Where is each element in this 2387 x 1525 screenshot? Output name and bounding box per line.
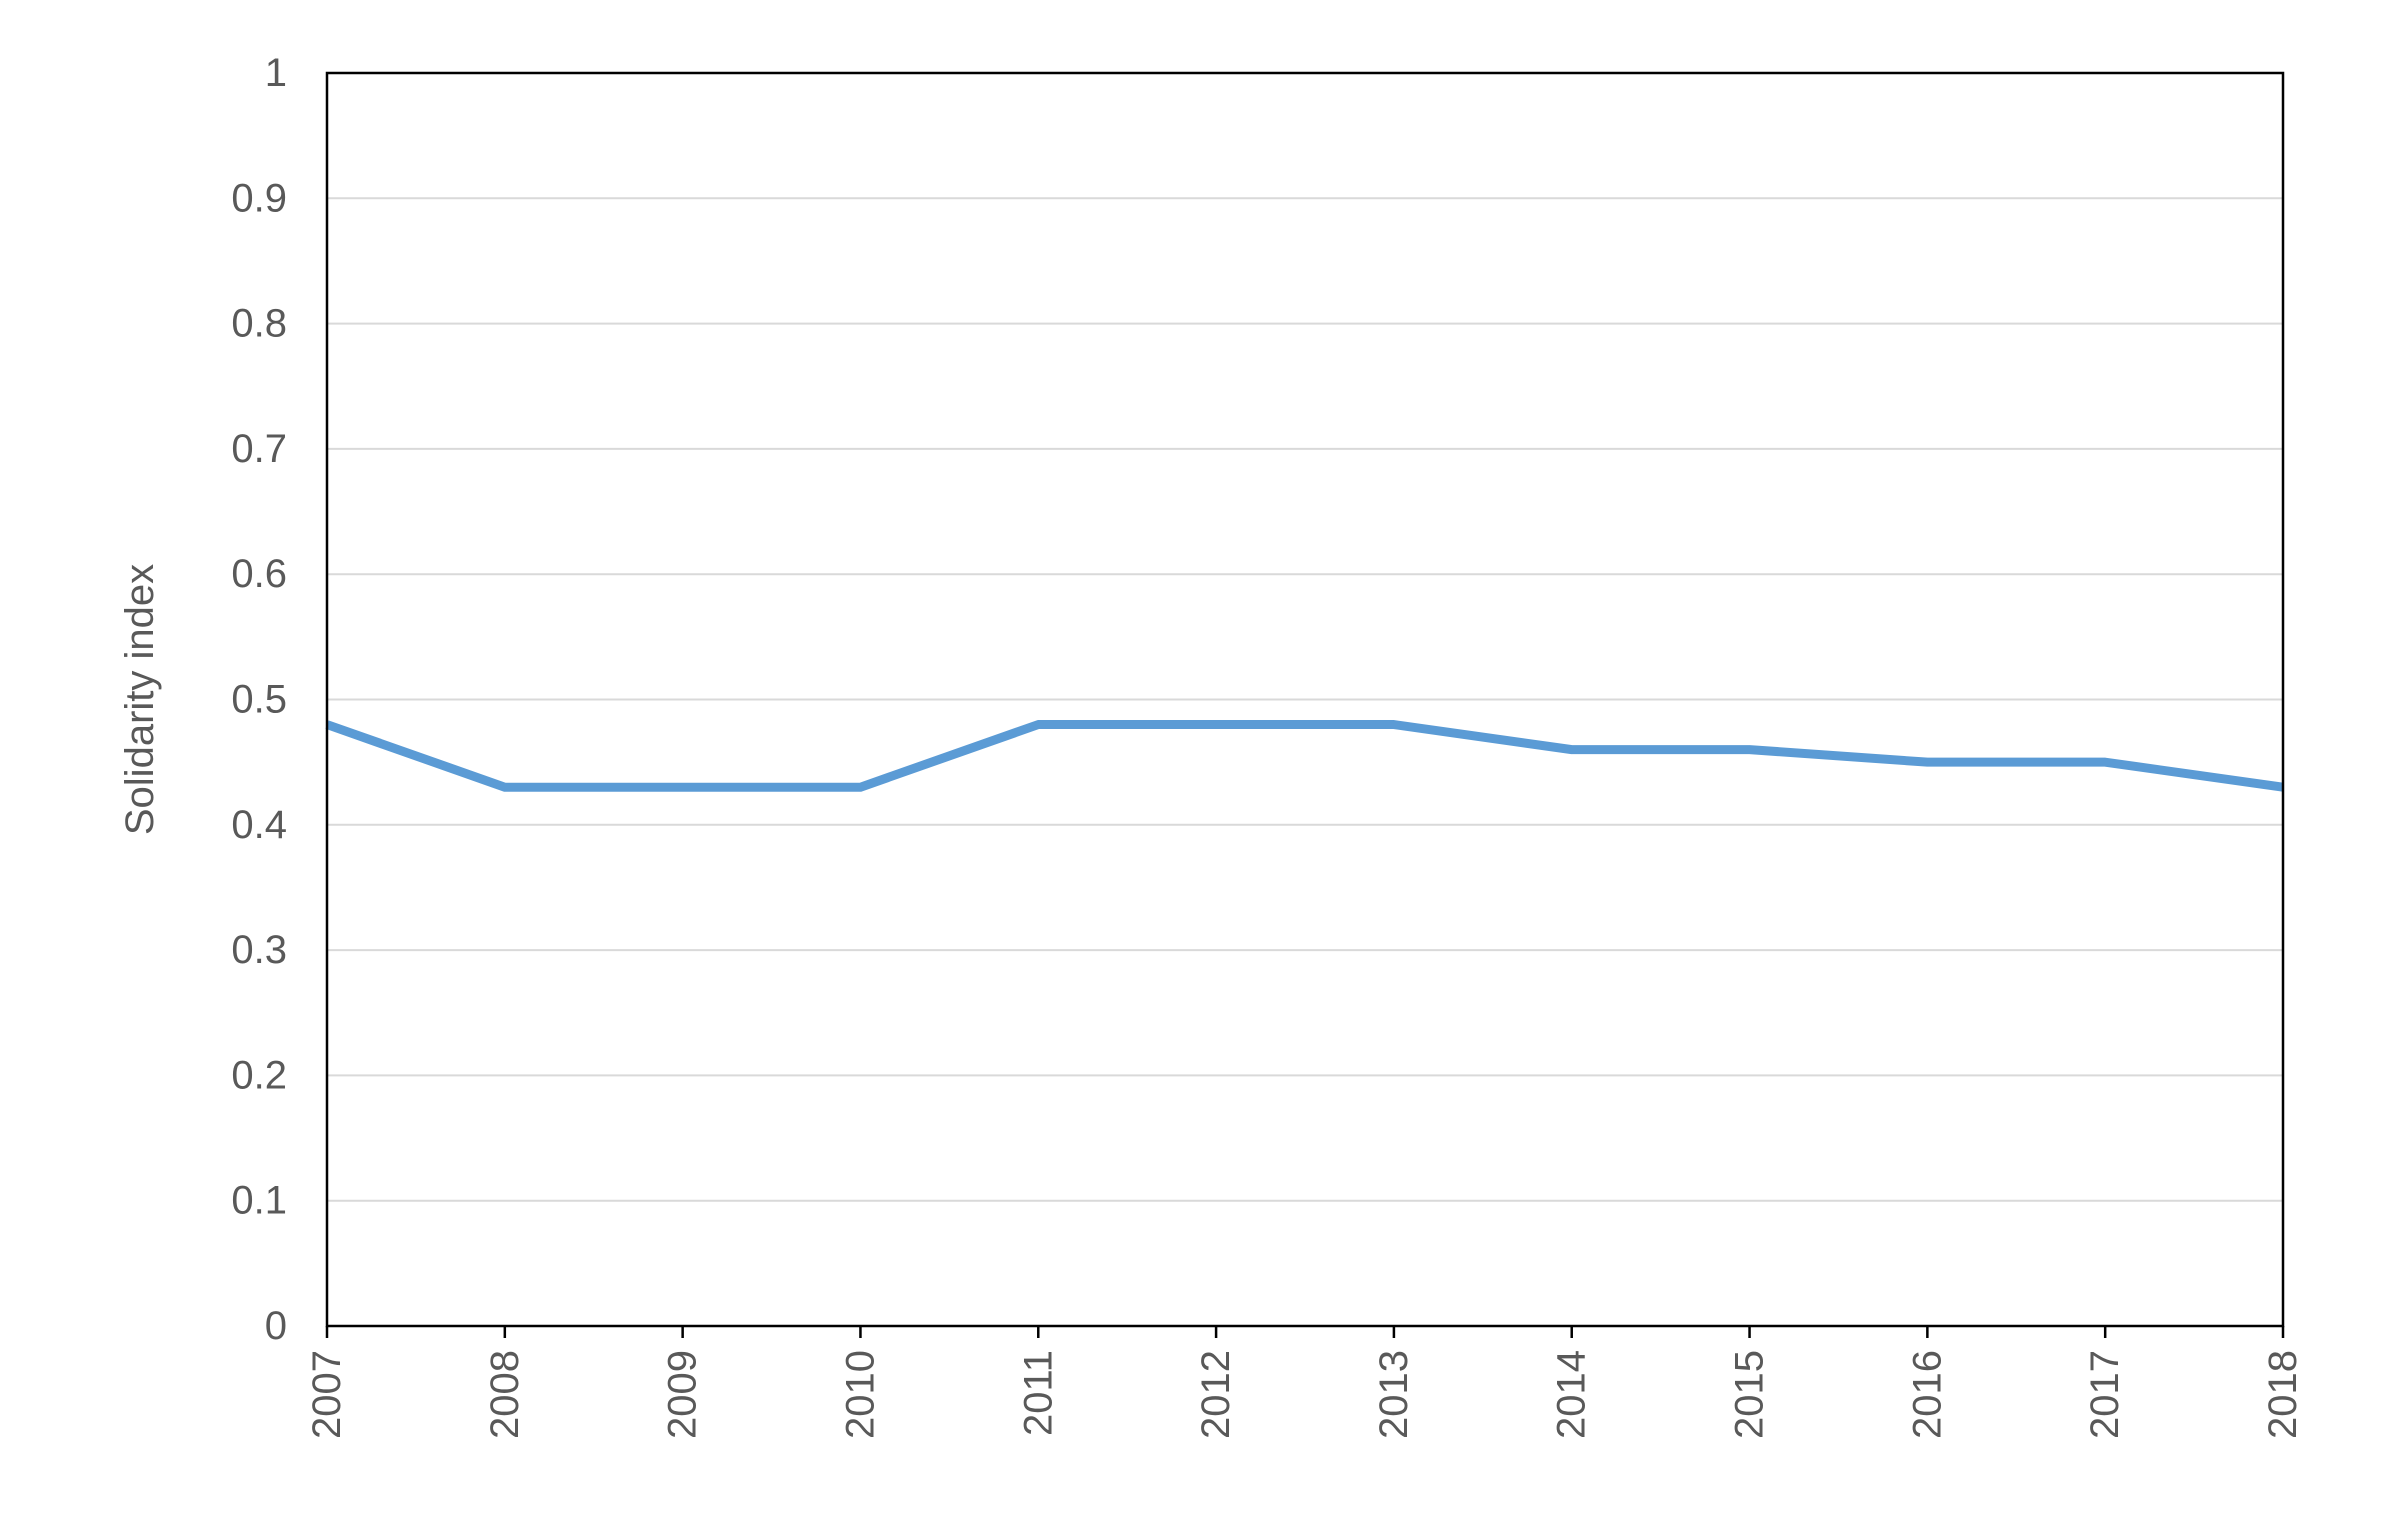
plot-frame xyxy=(325,71,2285,1328)
x-tick-label-2011: 2011 xyxy=(1016,1350,1060,1436)
plot-border xyxy=(325,71,2285,1328)
x-tick-label-2018: 2018 xyxy=(2261,1350,2305,1439)
x-tick-label-2016: 2016 xyxy=(1905,1350,1949,1439)
x-tick-label-2013: 2013 xyxy=(1372,1350,1416,1439)
y-tick-label-0.4: 0.4 xyxy=(231,803,287,847)
series-layer xyxy=(325,720,2284,792)
y-tick-label-0.1: 0.1 xyxy=(231,1179,287,1223)
series-line-1 xyxy=(325,720,2284,792)
y-tick-label-0.9: 0.9 xyxy=(231,176,287,220)
x-tick-label-2014: 2014 xyxy=(1550,1350,1594,1439)
y-axis-ticks: 0 0.1 0.2 0.3 0.4 0.5 0.6 0.7 0.8 0.9 1 xyxy=(231,51,287,1348)
y-tick-label-0.2: 0.2 xyxy=(231,1053,287,1097)
x-tick-label-2017: 2017 xyxy=(2083,1350,2127,1439)
x-axis-ticks: 2007 2008 2009 2010 2011 2012 2013 2014 2015 2016… xyxy=(305,1326,2305,1439)
y-tick-label-0: 0 xyxy=(265,1304,287,1348)
x-tick-label-2007: 2007 xyxy=(305,1350,349,1439)
y-axis-title: Solidarity index xyxy=(118,564,162,835)
y-tick-label-0.6: 0.6 xyxy=(231,552,287,596)
x-tick-label-2009: 2009 xyxy=(661,1350,705,1439)
y-tick-label-0.5: 0.5 xyxy=(231,678,287,722)
y-tick-label-0.8: 0.8 xyxy=(231,302,287,346)
y-tick-label-0.3: 0.3 xyxy=(231,928,287,972)
x-tick-label-2015: 2015 xyxy=(1728,1350,1772,1439)
y-tick-label-0.7: 0.7 xyxy=(231,427,287,471)
x-tick-label-2008: 2008 xyxy=(483,1350,527,1439)
x-tick-label-2010: 2010 xyxy=(838,1350,882,1439)
gridlines xyxy=(327,197,2283,1202)
y-tick-label-1: 1 xyxy=(265,51,287,95)
x-tick-label-2012: 2012 xyxy=(1194,1350,1238,1439)
